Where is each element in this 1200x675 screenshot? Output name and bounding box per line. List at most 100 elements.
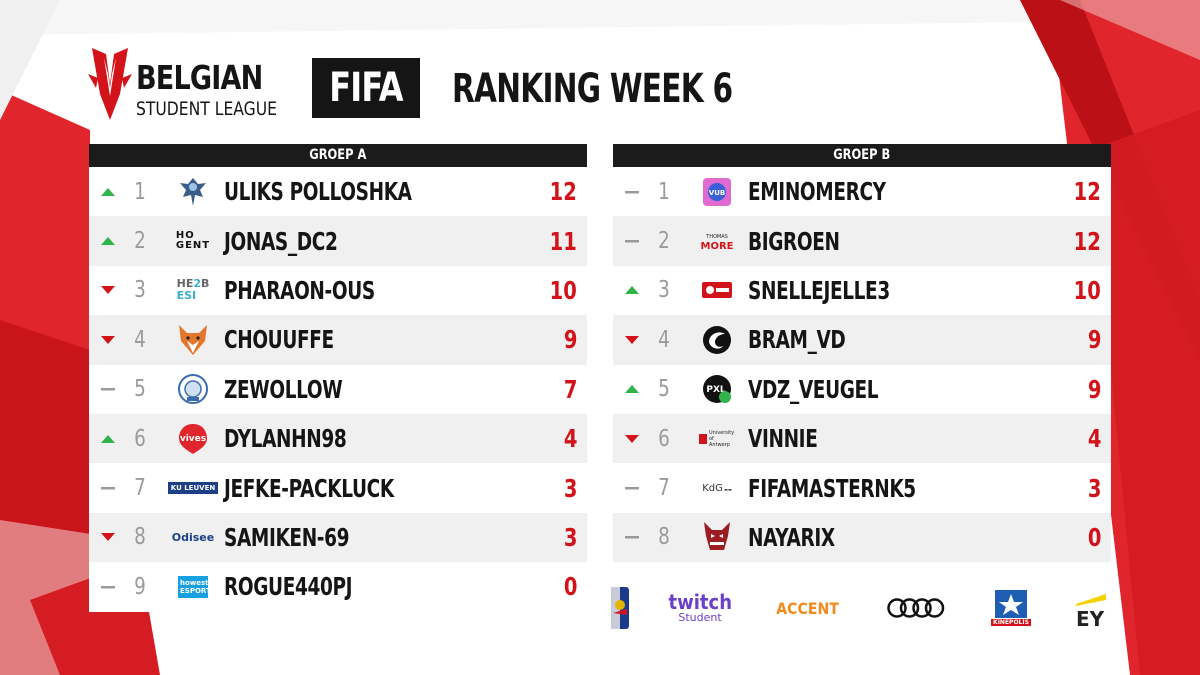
rank-number: 7 [658,475,670,502]
points-value: 4 [1087,424,1101,454]
table-row: 6 University of Antwerp VINNIE 4 [613,413,1111,464]
rank-number: 3 [134,277,146,304]
points-value: 3 [1087,473,1101,503]
points-value: 11 [549,226,577,256]
university-antwerp-logo-icon: University of Antwerp [699,422,735,456]
table-row: 7 KdG ▬▬ FIFAMASTERNK5 3 [613,463,1111,513]
round-seal-icon [175,372,211,406]
table-row: 1 ULIKS POLLOSHKA 12 [89,167,587,217]
trend-same-icon [625,487,639,490]
ey-logo: EY [1070,580,1110,636]
page-title: RANKING WEEK 6 [452,66,733,112]
player-name: ROGUE440PJ [224,572,353,602]
trend-up-icon [625,385,639,394]
points-value: 0 [563,572,577,602]
points-value: 12 [1073,177,1101,207]
player-name: ZEWOLLOW [224,374,343,404]
rank-number: 2 [134,228,146,255]
player-name: VDZ_VEUGEL [748,374,879,404]
table-row: 5 PXL VDZ_VEUGEL 9 [613,364,1111,414]
accent-logo: ACCENT [776,598,840,618]
player-name: BRAM_VD [748,325,846,355]
swirl-logo-icon [699,323,735,357]
rank-number: 8 [134,524,146,551]
table-row: 5 ZEWOLLOW 7 [89,364,587,414]
table-row: 2 HO GENT JONAS_DC2 11 [89,216,587,266]
points-value: 7 [563,374,577,404]
player-name: SAMIKEN-69 [224,522,350,552]
trend-up-icon [625,286,639,295]
trend-same-icon [625,536,639,539]
trend-down-icon [625,335,639,344]
trend-same-icon [625,240,639,243]
trend-up-icon [101,434,115,443]
trend-same-icon [625,190,639,194]
rank-number: 2 [658,228,670,255]
vives-balloon-icon: vives [175,422,211,456]
trend-up-icon [101,237,115,246]
player-name: NAYARIX [748,522,835,552]
points-value: 12 [549,177,577,207]
sponsor-bar: twitch Student ACCENT KINEPOLIS EY [600,580,1120,636]
player-name: JEFKE-PACKLUCK [224,473,394,503]
points-value: 9 [1087,325,1101,355]
red-bull-can-icon [600,580,640,636]
table-row: 2 THOMAS MORE BIGROEN 12 [613,216,1111,266]
hogent-logo-icon: HO GENT [175,230,211,252]
table-row: 8 NAYARIX 0 [613,512,1111,563]
points-value: 4 [563,424,577,454]
player-name: SNELLEJELLE3 [748,275,890,305]
player-name: JONAS_DC2 [224,226,338,256]
group-b-header: GROEP B [613,144,1111,167]
group-a-table: GROEP A 1 ULIKS POLLOSHKA 12 2 HO GENT JONAS_D… [89,144,587,612]
rank-number: 8 [658,524,670,551]
points-value: 10 [549,275,577,305]
rank-number: 5 [658,376,670,403]
trend-same-icon [101,487,115,490]
bsl-emblem-icon [88,48,132,120]
eagle-crest-icon [175,175,211,209]
kinepolis-logo: KINEPOLIS [986,580,1036,636]
points-value: 0 [1087,522,1101,552]
player-name: DYLANHN98 [224,424,347,454]
player-name: PHARAON-OUS [224,275,375,305]
game-title: FIFA [329,65,403,111]
points-value: 10 [1073,275,1101,305]
table-row: 1 VUB EMINOMERCY 12 [613,167,1111,217]
howest-esports-logo-icon: howest ESPORTS [175,570,216,604]
points-value: 9 [563,325,577,355]
audi-rings-logo [884,580,948,636]
table-row: 3 HE2B ESI PHARAON-OUS 10 [89,265,587,316]
points-value: 9 [1087,374,1101,404]
player-name: VINNIE [748,424,818,454]
table-row: 6 vives DYLANHN98 4 [89,413,587,464]
rank-number: 1 [658,178,670,205]
brand-name-line1: BELGIAN [136,58,263,97]
points-value: 12 [1073,226,1101,256]
thomas-more-logo-icon: THOMAS MORE [700,233,734,252]
brand-logo: BELGIAN STUDENT LEAGUE [88,44,288,124]
rank-number: 6 [658,425,670,452]
trend-up-icon [101,187,115,196]
trend-down-icon [101,286,115,295]
svg-text:PXL: PXL [706,385,726,395]
rank-number: 9 [134,573,146,600]
rank-number: 6 [134,425,146,452]
trend-down-icon [101,533,115,542]
table-row: 3 SNELLEJELLE3 10 [613,265,1111,316]
twitch-student-logo: twitch Student [668,590,732,624]
svg-text:VUB: VUB [709,189,725,197]
odisee-logo-icon: Odisee [171,530,215,544]
points-value: 3 [563,473,577,503]
player-name: ULIKS POLLOSHKA [224,177,412,207]
group-a-header: GROEP A [89,144,587,167]
rank-number: 4 [658,326,670,353]
rank-number: 4 [134,326,146,353]
player-name: FIFAMASTERNK5 [748,473,916,503]
brand-name-line2: STUDENT LEAGUE [136,98,278,120]
pxl-gamepad-logo-icon: PXL [699,372,735,406]
game-badge: FIFA [312,58,420,118]
trend-same-icon [101,388,115,391]
points-value: 3 [563,522,577,552]
trend-down-icon [625,434,639,443]
